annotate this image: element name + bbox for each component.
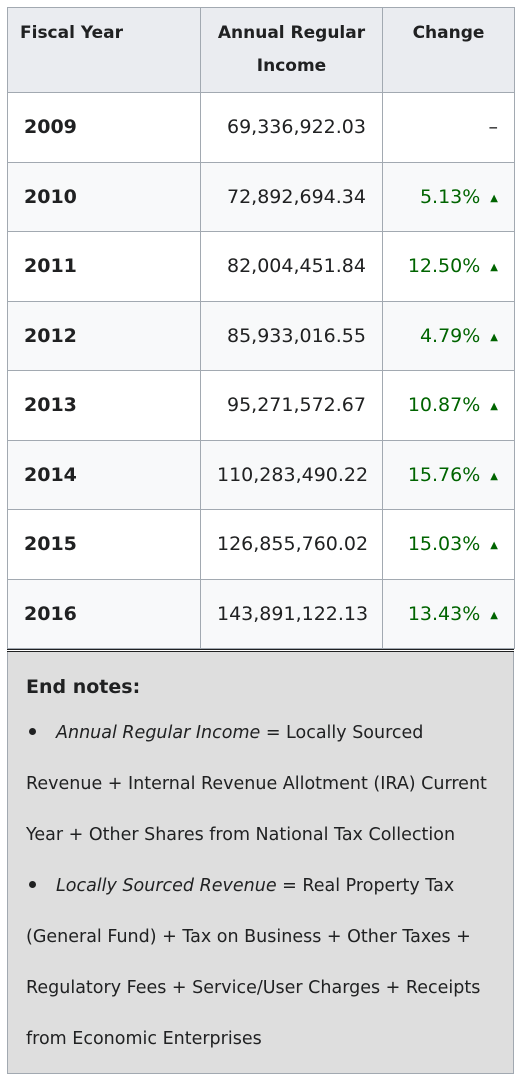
fiscal-year-cell: 2012 <box>7 300 201 371</box>
annual-income-cell: 143,891,122.13 <box>200 578 383 649</box>
increase-arrow-icon: ▲ <box>490 609 498 621</box>
fiscal-year-cell: 2010 <box>7 161 201 232</box>
table-row: 2011 82,004,451.84 12.50% ▲ <box>7 231 515 302</box>
increase-arrow-icon: ▲ <box>490 540 498 552</box>
fiscal-year-cell: 2015 <box>7 509 201 580</box>
increase-arrow-icon: ▲ <box>490 331 498 343</box>
annual-income-header: Annual Regular Income <box>200 7 383 93</box>
end-notes-list: Annual Regular Income = Locally Sourced … <box>26 708 503 1065</box>
increase-arrow-icon: ▲ <box>490 401 498 413</box>
change-cell: – <box>382 92 515 163</box>
change-value: 5.13% <box>419 185 481 208</box>
table-row: 2010 72,892,694.34 5.13% ▲ <box>7 161 515 232</box>
change-value: 15.76% <box>407 463 481 486</box>
change-value: 10.87% <box>407 394 481 417</box>
table-header-row: Fiscal Year Annual Regular Income Change <box>7 7 515 93</box>
income-table-container: Fiscal Year Annual Regular Income Change… <box>7 7 515 1074</box>
table-bottom-rule <box>7 649 514 652</box>
increase-arrow-icon: ▲ <box>490 470 498 482</box>
table-row: 2014 110,283,490.22 15.76% ▲ <box>7 439 515 510</box>
note-term: Annual Regular Income <box>56 723 261 743</box>
increase-arrow-icon: ▲ <box>490 192 498 204</box>
annual-income-cell: 69,336,922.03 <box>200 92 383 163</box>
change-cell: 10.87% ▲ <box>382 370 515 441</box>
change-cell: 13.43% ▲ <box>382 578 515 649</box>
change-cell: 12.50% ▲ <box>382 231 515 302</box>
annual-income-cell: 95,271,572.67 <box>200 370 383 441</box>
annual-income-cell: 85,933,016.55 <box>200 300 383 371</box>
end-note-item: Annual Regular Income = Locally Sourced … <box>26 708 503 861</box>
table-row: 2013 95,271,572.67 10.87% ▲ <box>7 370 515 441</box>
change-value: 13.43% <box>407 602 481 625</box>
annual-income-cell: 110,283,490.22 <box>200 439 383 510</box>
annual-income-cell: 82,004,451.84 <box>200 231 383 302</box>
annual-income-table: Fiscal Year Annual Regular Income Change… <box>7 7 515 649</box>
change-value: 15.03% <box>407 533 481 556</box>
change-value: – <box>488 116 499 139</box>
note-definition: = Real Property Tax (General Fund) + Tax… <box>26 876 481 1049</box>
table-row: 2012 85,933,016.55 4.79% ▲ <box>7 300 515 371</box>
bullet-icon <box>29 881 36 888</box>
table-row: 2009 69,336,922.03 – <box>7 92 515 163</box>
change-value: 4.79% <box>419 324 481 347</box>
annual-income-cell: 72,892,694.34 <box>200 161 383 232</box>
fiscal-year-cell: 2011 <box>7 231 201 302</box>
note-term: Locally Sourced Revenue <box>56 876 277 896</box>
change-header: Change <box>382 7 515 93</box>
change-cell: 15.03% ▲ <box>382 509 515 580</box>
table-row: 2015 126,855,760.02 15.03% ▲ <box>7 509 515 580</box>
bullet-icon <box>29 728 36 735</box>
end-notes-title: End notes: <box>26 676 141 698</box>
end-note-item: Locally Sourced Revenue = Real Property … <box>26 861 503 1065</box>
table-row: 2016 143,891,122.13 13.43% ▲ <box>7 578 515 649</box>
change-cell: 5.13% ▲ <box>382 161 515 232</box>
annual-income-cell: 126,855,760.02 <box>200 509 383 580</box>
increase-arrow-icon: ▲ <box>490 262 498 274</box>
change-cell: 4.79% ▲ <box>382 300 515 371</box>
change-cell: 15.76% ▲ <box>382 439 515 510</box>
note-definition: = Locally Sourced Revenue + Internal Rev… <box>26 723 487 845</box>
fiscal-year-cell: 2009 <box>7 92 201 163</box>
fiscal-year-cell: 2016 <box>7 578 201 649</box>
fiscal-year-header: Fiscal Year <box>7 7 201 93</box>
table-body: 2009 69,336,922.03–2010 72,892,694.34 5.13%… <box>7 92 515 649</box>
change-value: 12.50% <box>407 255 481 278</box>
end-notes: End notes: Annual Regular Income = Local… <box>7 652 514 1074</box>
fiscal-year-cell: 2014 <box>7 439 201 510</box>
fiscal-year-cell: 2013 <box>7 370 201 441</box>
